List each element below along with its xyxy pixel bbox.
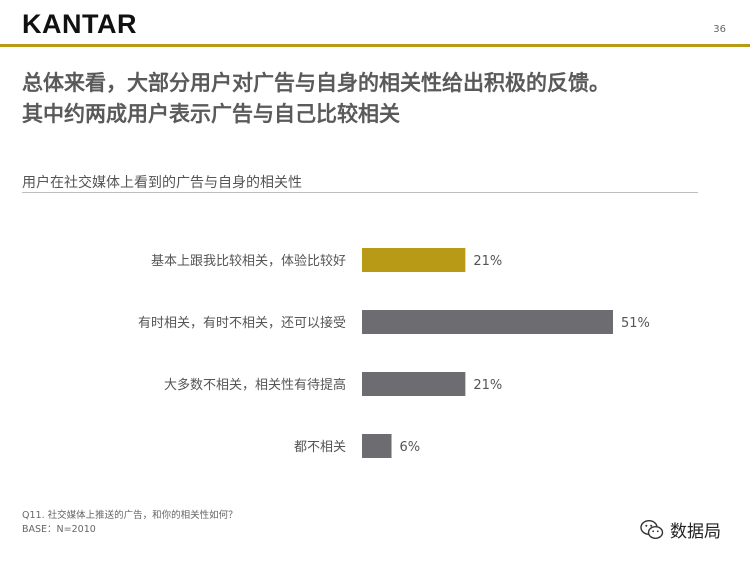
watermark-text: 数据局: [670, 522, 721, 542]
footnote-question: Q11. 社交媒体上推送的广告，和你的相关性如何？: [22, 510, 238, 521]
kantar-logo: KANTAR: [22, 9, 137, 39]
chart-subtitle: 用户在社交媒体上看到的广告与自身的相关性: [22, 175, 302, 191]
bar-chart: 基本上跟我比较相关，体验比较好 21% 有时相关，有时不相关，还可以接受 51% 大多数…: [138, 248, 650, 458]
headline: 总体来看，大部分用户对广告与自身的相关性给出积极的反馈。 其中约两成用户表示广告…: [22, 68, 722, 130]
footnote: Q11. 社交媒体上推送的广告，和你的相关性如何？ BASE：N=2010: [22, 509, 238, 537]
headline-line-2: 其中约两成用户表示广告与自己比较相关: [22, 102, 400, 126]
page-number: 36: [713, 24, 726, 35]
category-label: 有时相关，有时不相关，还可以接受: [138, 315, 346, 331]
bar: [362, 434, 392, 458]
wechat-icon: [640, 519, 664, 539]
category-label: 都不相关: [294, 440, 346, 455]
footnote-base: BASE：N=2010: [22, 524, 96, 535]
headline-line-1: 总体来看，大部分用户对广告与自身的相关性给出积极的反馈。: [22, 71, 610, 95]
bar: [362, 372, 466, 396]
value-label: 21%: [473, 254, 502, 269]
bar: [362, 248, 466, 272]
header-divider: [0, 44, 750, 47]
bar: [362, 310, 613, 334]
value-label: 21%: [473, 378, 502, 393]
value-label: 51%: [621, 316, 650, 331]
value-label: 6%: [400, 440, 421, 455]
wechat-watermark: 数据局: [640, 517, 721, 542]
subtitle-divider: [22, 192, 698, 193]
category-label: 基本上跟我比较相关，体验比较好: [151, 253, 346, 269]
category-label: 大多数不相关，相关性有待提高: [164, 377, 346, 393]
